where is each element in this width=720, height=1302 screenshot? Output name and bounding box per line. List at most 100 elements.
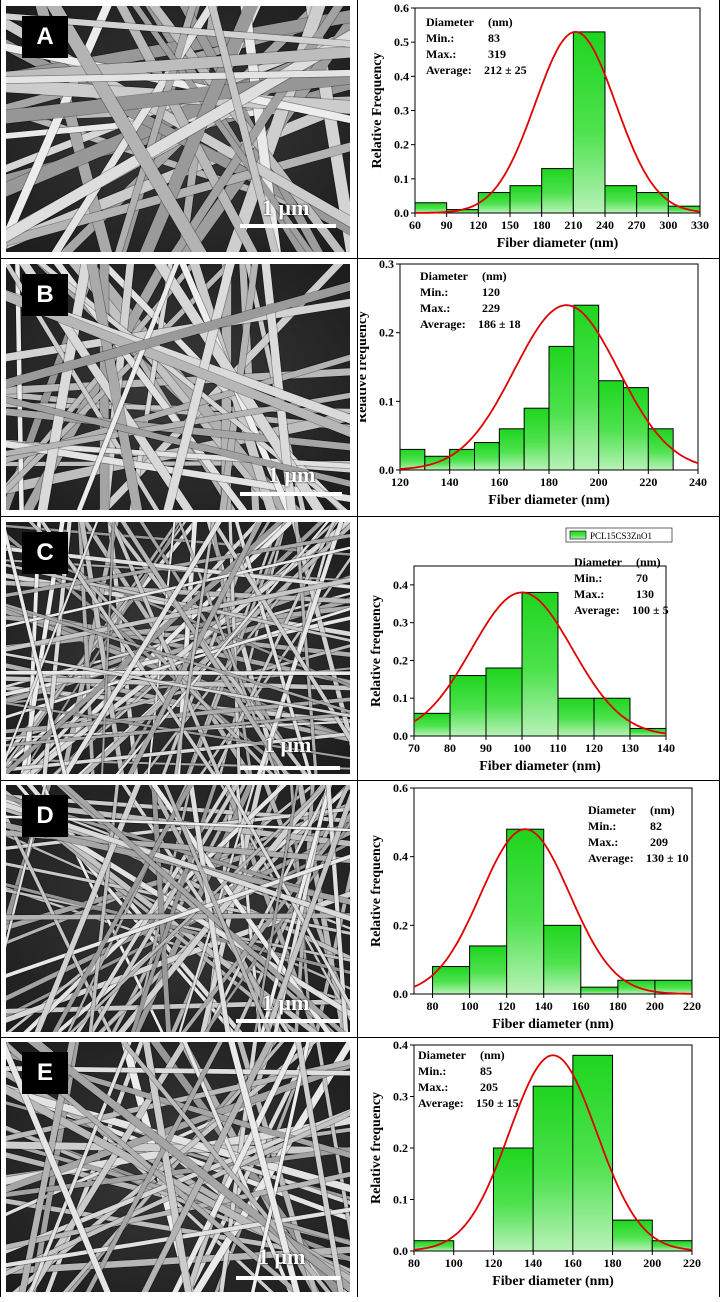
y-tick-label: 0.4 (393, 1038, 408, 1052)
y-tick-label: 0.0 (393, 1244, 408, 1258)
y-tick-label: 0.2 (393, 1141, 408, 1155)
x-tick-label: 220 (639, 475, 657, 489)
x-tick-label: 160 (564, 1256, 582, 1270)
stats-value: 319 (488, 47, 506, 61)
x-tick-label: 160 (572, 999, 590, 1013)
stats-value: 100 ± 5 (632, 603, 669, 617)
y-tick-label: 0.3 (393, 616, 408, 630)
x-axis-label: Fiber diameter (nm) (488, 493, 610, 508)
y-tick-label: 0.0 (379, 463, 394, 477)
x-axis-label: Fiber diameter (nm) (497, 236, 619, 251)
stats-value: 83 (488, 31, 500, 45)
scale-bar-label: 1 μm (264, 732, 311, 758)
stats-value: (nm) (650, 803, 675, 817)
stats-name: Max.: (574, 587, 604, 601)
x-tick-label: 240 (596, 218, 614, 232)
x-tick-label: 80 (427, 999, 439, 1013)
stats-name: Average: (426, 63, 472, 77)
x-tick-label: 180 (604, 1256, 622, 1270)
x-tick-label: 200 (590, 475, 608, 489)
stats-value: 186 ± 18 (478, 317, 521, 331)
histogram-bar (499, 429, 524, 470)
x-tick-label: 220 (683, 999, 701, 1013)
x-tick-label: 130 (621, 741, 639, 755)
x-tick-label: 240 (689, 475, 707, 489)
y-axis-label: Relative Frequency (370, 53, 385, 169)
scale-bar-label: 1 μm (258, 1244, 305, 1270)
histogram-bar (486, 668, 522, 736)
stats-value: 150 ± 15 (476, 1096, 519, 1110)
scale-bar-label: 1 μm (262, 990, 309, 1016)
scale-bar-label: 1 μm (268, 462, 315, 488)
y-tick-label: 0.1 (393, 691, 408, 705)
scale-bar (240, 492, 342, 496)
y-axis-label: Relative frequency (369, 835, 384, 947)
stats-name: Min.: (426, 31, 454, 45)
x-tick-label: 120 (469, 218, 487, 232)
x-tick-label: 150 (501, 218, 519, 232)
x-tick-label: 120 (484, 1256, 502, 1270)
y-tick-label: 0.1 (379, 394, 394, 408)
panel-label: C (22, 532, 68, 574)
histogram-bar (450, 449, 475, 470)
panel-label: D (22, 795, 68, 837)
y-axis-label: Relative frequency (360, 311, 370, 423)
stats-value: 130 ± 10 (646, 851, 689, 865)
histogram-bar (668, 206, 700, 213)
y-tick-label: 0.1 (394, 172, 409, 186)
y-tick-label: 0.6 (394, 1, 409, 15)
stats-name: Diameter (420, 269, 469, 283)
frame-border (0, 0, 1, 1297)
stats-value: 85 (480, 1064, 492, 1078)
y-tick-label: 0.0 (393, 987, 408, 1001)
x-tick-label: 160 (490, 475, 508, 489)
stats-name: Average: (420, 317, 466, 331)
column-divider (357, 0, 358, 1297)
y-tick-label: 0.2 (379, 326, 394, 340)
histogram-bar (624, 388, 649, 470)
y-tick-label: 0.2 (394, 138, 409, 152)
x-tick-label: 80 (444, 741, 456, 755)
x-tick-label: 140 (441, 475, 459, 489)
stats-value: 120 (482, 285, 500, 299)
stats-name: Max.: (418, 1080, 448, 1094)
y-tick-label: 0.3 (394, 104, 409, 118)
panel-label: B (22, 274, 68, 316)
y-tick-label: 0.5 (394, 35, 409, 49)
x-tick-label: 220 (683, 1256, 701, 1270)
scale-bar-label: 1 μm (262, 195, 309, 221)
stats-value: 205 (480, 1080, 498, 1094)
histogram-bar (637, 193, 669, 214)
x-tick-label: 100 (445, 1256, 463, 1270)
stats-value: (nm) (488, 15, 513, 29)
stats-value: 209 (650, 835, 668, 849)
stats-name: Diameter (574, 555, 623, 569)
x-tick-label: 140 (535, 999, 553, 1013)
x-tick-label: 180 (609, 999, 627, 1013)
histogram-bar (533, 1086, 573, 1251)
panel-label: E (22, 1052, 68, 1094)
x-tick-label: 120 (391, 475, 409, 489)
stats-value: 70 (636, 571, 648, 585)
x-tick-label: 80 (408, 1256, 420, 1270)
stats-value: (nm) (482, 269, 507, 283)
histogram-bar (648, 429, 673, 470)
x-tick-label: 100 (513, 741, 531, 755)
x-tick-label: 100 (461, 999, 479, 1013)
stats-name: Diameter (426, 15, 475, 29)
y-tick-label: 0.1 (393, 1193, 408, 1207)
histogram-bar (574, 305, 599, 470)
y-tick-label: 0.3 (379, 258, 394, 271)
stats-name: Diameter (588, 803, 637, 817)
histogram-bar (558, 698, 594, 736)
x-axis-label: Fiber diameter (nm) (492, 1274, 614, 1289)
stats-name: Average: (418, 1096, 464, 1110)
panel-label: A (22, 16, 68, 58)
y-axis-label: Relative frequency (369, 595, 384, 707)
histogram-bar (524, 408, 549, 470)
x-tick-label: 180 (533, 218, 551, 232)
x-tick-label: 200 (643, 1256, 661, 1270)
